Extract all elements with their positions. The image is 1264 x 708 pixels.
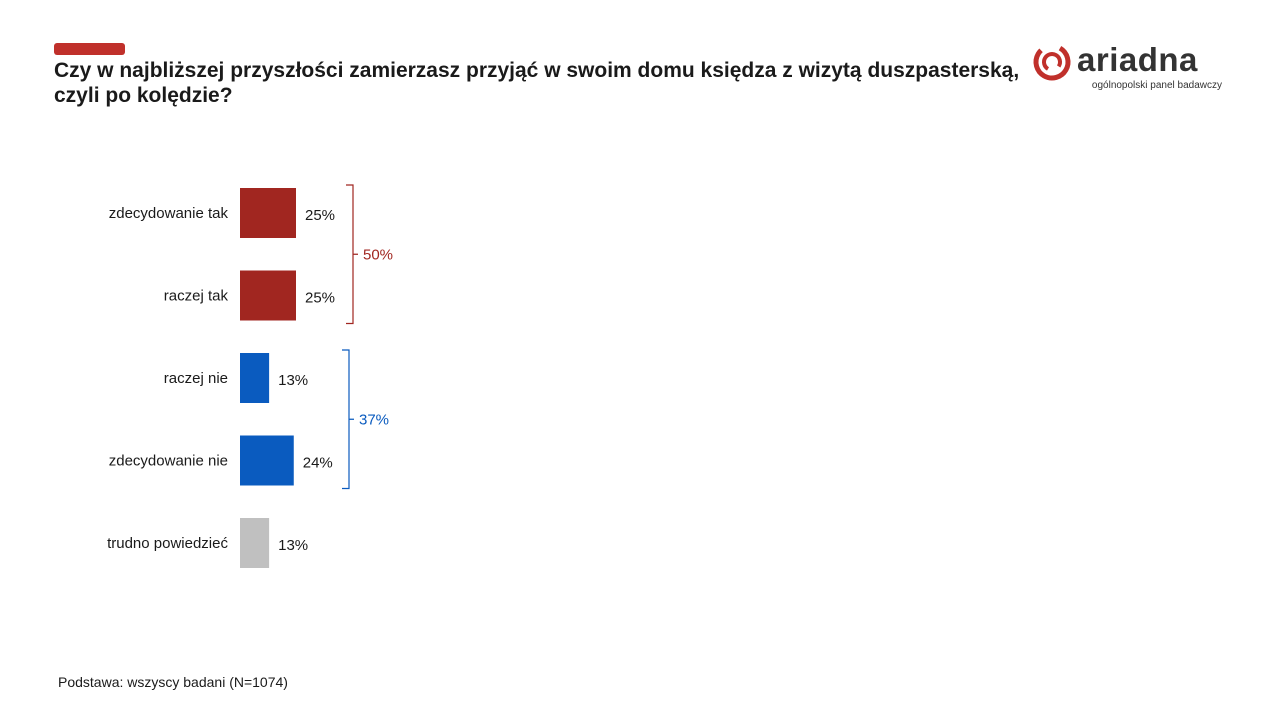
category-label: zdecydowanie nie [109,453,228,470]
data-label: 25% [305,290,335,307]
footnote: Podstawa: wszyscy badani (N=1074) [58,674,288,690]
bar-1 [240,270,296,321]
category-label: raczej nie [164,370,228,387]
bar-0 [240,188,296,238]
group-bracket-0 [346,184,358,325]
accent-bar [54,43,125,55]
logo-wordmark: ariadna [1077,41,1198,78]
category-label: zdecydowanie tak [109,205,229,222]
group-bracket-1 [342,349,354,490]
bar-2 [240,353,270,403]
ariadna-spiral-icon [1033,43,1071,81]
category-label: raczej tak [164,288,229,305]
data-label: 24% [303,455,333,472]
data-label: 25% [305,207,335,224]
group-total-label: 37% [359,411,389,428]
logo-tagline: ogólnopolski panel badawczy [1091,80,1222,91]
logo: ariadna ogólnopolski panel badawczy [1030,40,1230,96]
category-label: trudno powiedzieć [107,535,228,552]
bar-4 [240,518,270,568]
data-label: 13% [278,537,308,554]
data-label: 13% [278,372,308,389]
page-title: Czy w najbliższej przyszłości zamierzasz… [54,59,1020,107]
group-total-label: 50% [363,246,393,263]
bar-3 [240,435,294,486]
